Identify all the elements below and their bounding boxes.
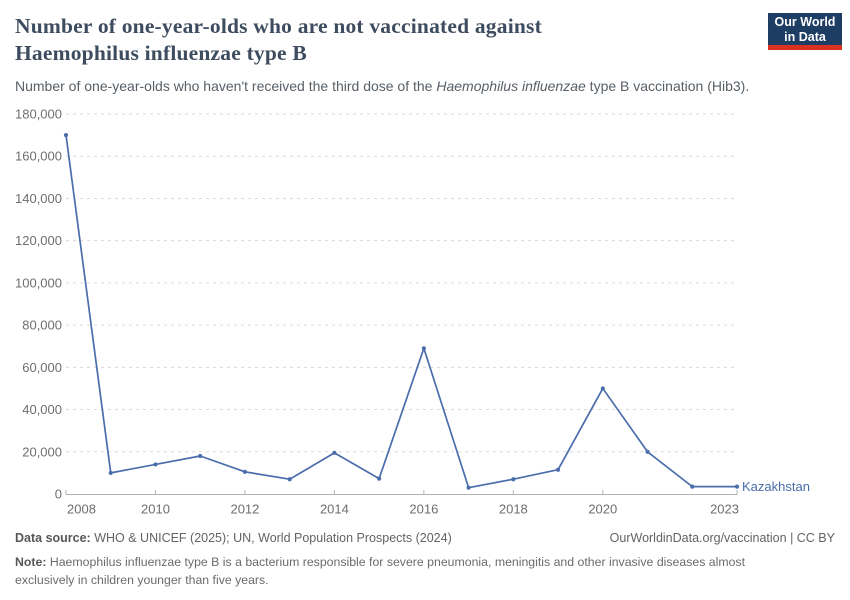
data-point-marker[interactable] [690, 484, 695, 489]
y-axis-tick-label: 100,000 [15, 275, 62, 290]
y-axis-tick-label: 40,000 [22, 402, 62, 417]
page-title-line-2: Haemophilus influenzae type B [15, 41, 307, 65]
data-point-marker[interactable] [63, 133, 69, 138]
data-point-marker[interactable] [287, 477, 292, 482]
note-label: Note: [15, 555, 47, 569]
x-axis-tick-label: 2016 [409, 502, 438, 517]
owid-logo-line-2: in Data [784, 30, 826, 44]
chart-note: Note: Haemophilus influenzae type B is a… [15, 553, 807, 589]
y-axis-tick-label: 140,000 [15, 191, 62, 206]
data-point-marker[interactable] [555, 467, 561, 472]
data-source-label: Data source: [15, 531, 91, 545]
subtitle-text-post: type B vaccination (Hib3). [585, 78, 750, 94]
x-axis-tick-label: 2023 [710, 502, 739, 517]
attribution-link[interactable]: OurWorldinData.org/vaccination | CC BY [609, 531, 835, 545]
y-axis-tick-label: 80,000 [22, 318, 62, 333]
x-axis-tick-label: 2010 [141, 502, 170, 517]
y-axis-tick-label: 20,000 [22, 444, 62, 459]
chart-footer-sources: Data source: WHO & UNICEF (2025); UN, Wo… [15, 531, 835, 545]
data-point-marker[interactable] [332, 450, 337, 455]
owid-logo-line-1: Our World [774, 15, 836, 29]
data-point-marker[interactable] [734, 484, 740, 489]
data-point-marker[interactable] [511, 477, 516, 482]
data-source-text: WHO & UNICEF (2025); UN, World Populatio… [90, 531, 452, 545]
subtitle-text-pre: Number of one-year-olds who haven't rece… [15, 78, 437, 94]
note-text: Haemophilus influenzae type B is a bacte… [15, 555, 745, 587]
x-axis-tick-label: 2020 [588, 502, 617, 517]
data-point-marker[interactable] [466, 485, 471, 490]
data-point-marker[interactable] [108, 470, 113, 475]
data-point-marker[interactable] [153, 462, 158, 467]
x-axis-tick-label: 2008 [67, 502, 96, 517]
data-point-marker[interactable] [600, 386, 605, 391]
data-point-marker[interactable] [421, 346, 426, 351]
data-point-marker[interactable] [377, 476, 382, 481]
y-axis-tick-label: 160,000 [15, 149, 62, 164]
series-entity-label[interactable]: Kazakhstan [742, 479, 810, 494]
data-source-line: Data source: WHO & UNICEF (2025); UN, Wo… [15, 531, 452, 545]
y-axis-tick-label: 0 [55, 487, 62, 502]
x-axis-tick-label: 2012 [230, 502, 259, 517]
series-line[interactable] [65, 134, 738, 489]
owid-logo[interactable]: Our World in Data [768, 13, 842, 50]
x-axis-tick-label: 2018 [499, 502, 528, 517]
page-title-line-1: Number of one-year-olds who are not vacc… [15, 14, 542, 38]
x-axis-tick-label: 2014 [320, 502, 349, 517]
y-axis-tick-label: 60,000 [22, 360, 62, 375]
y-axis-tick-label: 120,000 [15, 233, 62, 248]
subtitle-text-italic: Haemophilus influenzae [436, 78, 586, 94]
data-point-marker[interactable] [645, 449, 650, 454]
y-axis-tick-label: 180,000 [15, 107, 62, 122]
chart-subtitle: Number of one-year-olds who haven't rece… [15, 78, 815, 95]
data-point-marker[interactable] [242, 469, 248, 474]
chart-header: Number of one-year-olds who are not vacc… [15, 13, 755, 67]
data-point-marker[interactable] [198, 453, 203, 459]
